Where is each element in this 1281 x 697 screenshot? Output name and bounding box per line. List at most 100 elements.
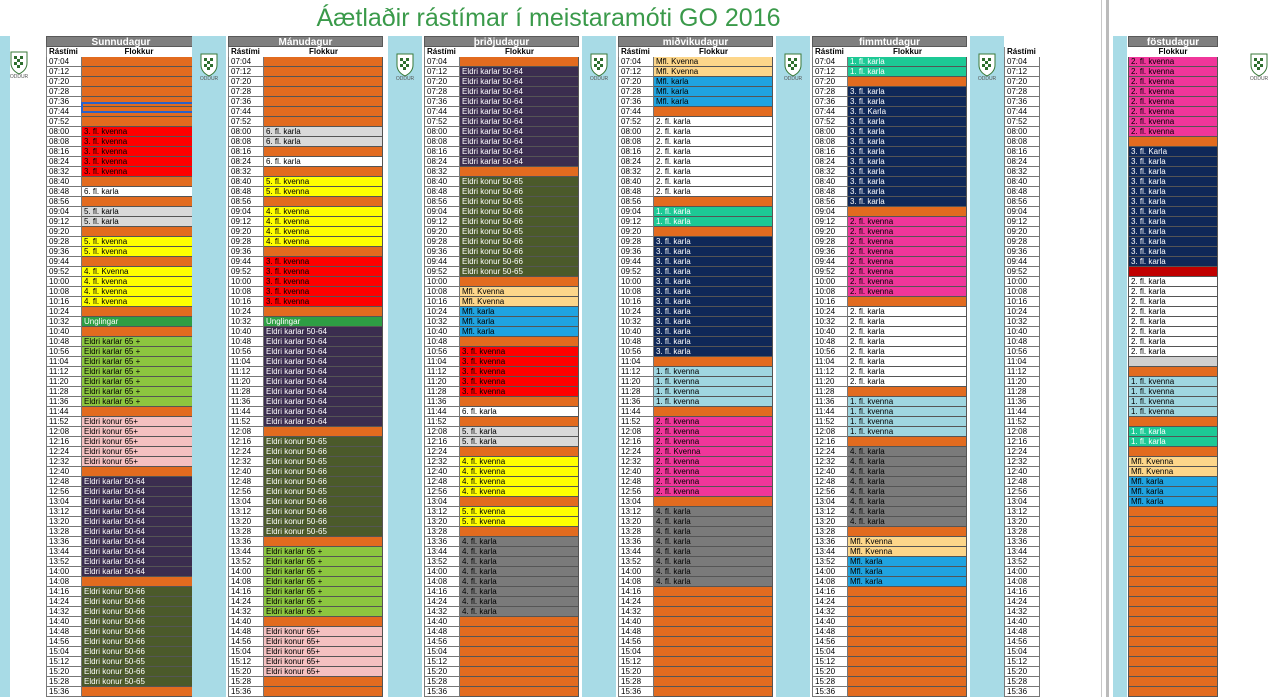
tee-time[interactable]: 13:52 xyxy=(228,557,264,567)
tee-time[interactable]: 13:44 xyxy=(1004,547,1040,557)
tee-time[interactable]: 15:20 xyxy=(46,667,82,677)
group-cell[interactable]: 3. fl. karla xyxy=(1128,237,1218,247)
group-cell[interactable]: Eldri konur 50-66 xyxy=(82,597,196,607)
tee-time[interactable]: 13:52 xyxy=(618,557,654,567)
group-cell[interactable]: Eldri karlar 65 + xyxy=(82,337,196,347)
group-cell[interactable]: 3. fl. karla xyxy=(1128,177,1218,187)
group-cell[interactable]: Eldri karlar 50-64 xyxy=(264,337,383,347)
group-cell[interactable]: Eldri konur 50-66 xyxy=(82,637,196,647)
tee-time[interactable]: 15:28 xyxy=(46,677,82,687)
tee-time[interactable]: 13:52 xyxy=(46,557,82,567)
group-cell[interactable]: 4. fl. kvenna xyxy=(264,207,383,217)
tee-time[interactable]: 09:20 xyxy=(228,227,264,237)
group-cell[interactable]: 3. fl. kvenna xyxy=(264,257,383,267)
group-cell[interactable] xyxy=(654,627,773,637)
tee-time[interactable]: 12:40 xyxy=(812,467,848,477)
tee-time[interactable]: 10:24 xyxy=(812,307,848,317)
group-cell[interactable]: Unglingar xyxy=(264,317,383,327)
tee-time[interactable]: 13:20 xyxy=(46,517,82,527)
tee-time[interactable]: 12:24 xyxy=(46,447,82,457)
group-cell[interactable]: Eldri konur 50-65 xyxy=(264,527,383,537)
tee-time[interactable]: 07:52 xyxy=(46,117,82,127)
group-cell[interactable]: Eldri konur 65+ xyxy=(264,657,383,667)
group-cell[interactable]: Eldri karlar 50-64 xyxy=(460,147,579,157)
group-cell[interactable]: 2. fl. kvenna xyxy=(654,457,773,467)
group-cell[interactable]: 4. fl. kvenna xyxy=(82,277,196,287)
tee-time[interactable]: 12:48 xyxy=(228,477,264,487)
tee-time[interactable]: 10:24 xyxy=(46,307,82,317)
group-cell[interactable]: 3. fl. kvenna xyxy=(82,167,196,177)
tee-time[interactable]: 15:12 xyxy=(812,657,848,667)
tee-time[interactable]: 15:04 xyxy=(228,647,264,657)
tee-time[interactable]: 07:04 xyxy=(618,57,654,67)
group-cell[interactable]: Mfl. karla xyxy=(848,567,967,577)
group-cell[interactable]: Eldri karlar 65 + xyxy=(82,367,196,377)
group-cell[interactable]: Eldri karlar 50-64 xyxy=(264,367,383,377)
group-cell[interactable] xyxy=(460,687,579,697)
tee-time[interactable]: 13:36 xyxy=(46,537,82,547)
tee-time[interactable]: 15:12 xyxy=(228,657,264,667)
group-cell[interactable]: Eldri konur 65+ xyxy=(264,637,383,647)
tee-time[interactable]: 09:44 xyxy=(618,257,654,267)
group-cell[interactable]: 3. fl. karla xyxy=(848,187,967,197)
group-cell[interactable]: 4. fl. karla xyxy=(654,507,773,517)
group-cell[interactable] xyxy=(654,637,773,647)
tee-time[interactable]: 12:56 xyxy=(618,487,654,497)
tee-time[interactable]: 08:48 xyxy=(46,187,82,197)
tee-time[interactable]: 07:36 xyxy=(46,97,82,107)
tee-time[interactable]: 07:28 xyxy=(812,87,848,97)
group-cell[interactable]: Eldri karlar 50-64 xyxy=(82,557,196,567)
group-cell[interactable]: 2. fl. karla xyxy=(1128,297,1218,307)
tee-time[interactable]: 10:32 xyxy=(812,317,848,327)
group-cell[interactable]: 6. fl. karla xyxy=(82,187,196,197)
tee-time[interactable]: 10:00 xyxy=(46,277,82,287)
group-cell[interactable] xyxy=(654,677,773,687)
tee-time[interactable]: 11:28 xyxy=(812,387,848,397)
group-cell[interactable] xyxy=(848,437,967,447)
group-cell[interactable]: 4. fl. karla xyxy=(460,537,579,547)
tee-time[interactable]: 14:40 xyxy=(812,617,848,627)
group-cell[interactable]: Eldri konur 50-66 xyxy=(82,617,196,627)
group-cell[interactable]: Eldri karlar 65 + xyxy=(264,557,383,567)
group-cell[interactable]: 2. fl. karla xyxy=(654,117,773,127)
group-cell[interactable]: 2. fl. kvenna xyxy=(1128,87,1218,97)
tee-time[interactable]: 08:40 xyxy=(424,177,460,187)
group-cell[interactable]: Eldri karlar 65 + xyxy=(82,387,196,397)
group-cell[interactable] xyxy=(460,277,579,287)
group-cell[interactable]: 3. fl. karla xyxy=(1128,187,1218,197)
tee-time[interactable]: 13:28 xyxy=(618,527,654,537)
group-cell[interactable]: Eldri karlar 65 + xyxy=(264,577,383,587)
tee-time[interactable]: 07:28 xyxy=(228,87,264,97)
group-cell[interactable]: 3. fl. karla xyxy=(1128,257,1218,267)
group-cell[interactable]: 2. fl. karla xyxy=(848,307,967,317)
scroll-divider[interactable] xyxy=(1101,0,1113,697)
tee-time[interactable]: 15:04 xyxy=(1004,647,1040,657)
group-cell[interactable]: 1. fl. kvenna xyxy=(848,407,967,417)
tee-time[interactable]: 12:56 xyxy=(46,487,82,497)
tee-time[interactable]: 09:04 xyxy=(424,207,460,217)
tee-time[interactable]: 10:40 xyxy=(812,327,848,337)
group-cell[interactable]: Eldri konur 65+ xyxy=(264,627,383,637)
tee-time[interactable]: 13:44 xyxy=(618,547,654,557)
group-cell[interactable]: Eldri konur 50-65 xyxy=(82,657,196,667)
tee-time[interactable]: 11:20 xyxy=(812,377,848,387)
group-cell[interactable] xyxy=(848,387,967,397)
tee-time[interactable]: 15:36 xyxy=(812,687,848,697)
group-cell[interactable]: 4. fl. karla xyxy=(848,487,967,497)
tee-time[interactable]: 08:56 xyxy=(46,197,82,207)
tee-time[interactable]: 07:52 xyxy=(618,117,654,127)
group-cell[interactable] xyxy=(264,97,383,107)
tee-time[interactable]: 10:16 xyxy=(46,297,82,307)
tee-time[interactable]: 11:28 xyxy=(618,387,654,397)
group-cell[interactable]: 4. fl. kvenna xyxy=(264,217,383,227)
tee-time[interactable]: 11:20 xyxy=(618,377,654,387)
tee-time[interactable]: 10:48 xyxy=(424,337,460,347)
group-cell[interactable]: 4. fl. kvenna xyxy=(460,477,579,487)
tee-time[interactable]: 12:40 xyxy=(424,467,460,477)
tee-time[interactable]: 07:20 xyxy=(618,77,654,87)
tee-time[interactable]: 14:24 xyxy=(618,597,654,607)
tee-time[interactable]: 15:36 xyxy=(46,687,82,697)
tee-time[interactable]: 09:36 xyxy=(618,247,654,257)
tee-time[interactable]: 10:08 xyxy=(46,287,82,297)
tee-time[interactable]: 14:56 xyxy=(812,637,848,647)
